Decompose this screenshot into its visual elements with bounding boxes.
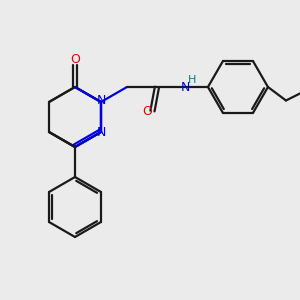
Text: N: N	[97, 94, 106, 107]
Text: H: H	[188, 75, 196, 85]
Text: O: O	[70, 53, 80, 66]
Text: N: N	[97, 126, 106, 140]
Text: O: O	[142, 104, 152, 118]
Text: N: N	[181, 80, 190, 94]
